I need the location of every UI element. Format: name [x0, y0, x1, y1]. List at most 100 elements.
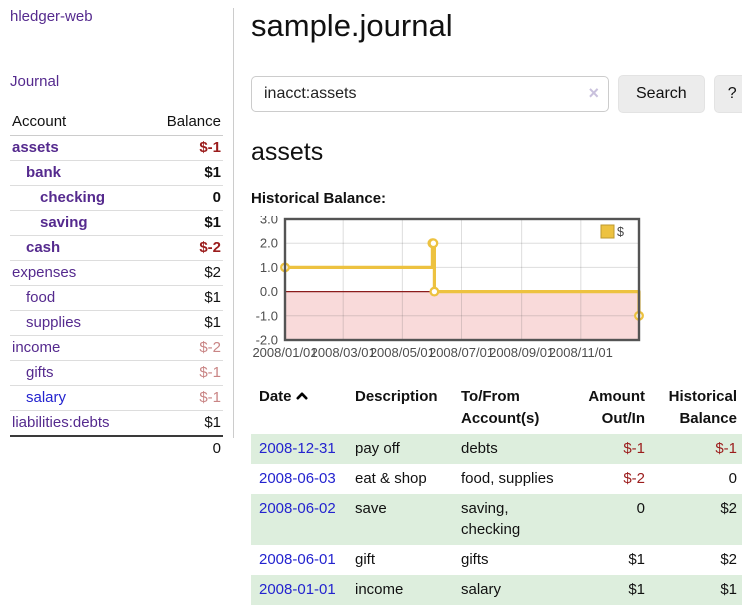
transaction-accounts: saving, checking: [461, 499, 521, 538]
clear-search-icon[interactable]: ×: [588, 83, 599, 103]
account-link[interactable]: food: [26, 289, 56, 306]
account-link[interactable]: checking: [40, 189, 106, 206]
transaction-amount: $1: [628, 550, 645, 568]
account-balance: $-2: [144, 235, 223, 261]
register-row: 2008-06-03 eat & shop food, supplies $-2…: [251, 464, 742, 494]
transaction-accounts: gifts: [461, 550, 489, 568]
account-row-saving: saving $1: [10, 210, 223, 236]
sidebar-item-journal[interactable]: Journal: [10, 73, 60, 90]
svg-text:2008/01/01: 2008/01/01: [252, 345, 317, 360]
account-link[interactable]: liabilities:debts: [12, 414, 110, 431]
col-accounts: To/From Account(s): [461, 388, 540, 427]
account-link[interactable]: expenses: [12, 264, 77, 281]
transaction-date-link[interactable]: 2008-06-02: [259, 499, 336, 517]
transaction-balance: 0: [728, 469, 737, 487]
transaction-amount: $1: [628, 580, 645, 598]
account-link[interactable]: gifts: [26, 364, 54, 381]
accounts-total-row: 0: [10, 435, 223, 461]
account-row-cash: cash $-2: [10, 235, 223, 261]
transaction-date-link[interactable]: 2008-01-01: [259, 580, 336, 598]
accounts-total-value: 0: [144, 435, 223, 461]
transaction-date-link[interactable]: 2008-12-31: [259, 439, 336, 457]
transaction-accounts: food, supplies: [461, 469, 554, 487]
svg-text:$: $: [617, 225, 624, 239]
svg-text:0.0: 0.0: [260, 284, 278, 299]
chart-svg: $3.0 2.0 1.0 0.0 -1.0 -2.02008/01/012008/03/0…: [252, 212, 644, 360]
transaction-balance: $2: [720, 499, 737, 517]
svg-text:2008/07/01: 2008/07/01: [429, 345, 494, 360]
sort-asc-icon: [296, 392, 308, 400]
transaction-description: income: [355, 580, 404, 598]
account-link[interactable]: saving: [40, 214, 88, 231]
account-row-gifts: gifts $-1: [10, 360, 223, 386]
account-balance: $1: [144, 285, 223, 311]
transaction-balance: $1: [720, 580, 737, 598]
accounts-table: Account Balance assets $-1 bank $1 check…: [10, 110, 223, 461]
historical-balance-label: Historical Balance:: [251, 190, 387, 207]
register-header-row: Date Description To/From Account(s) Amou…: [251, 383, 742, 434]
sidebar: hledger-web Journal Account Balance asse…: [8, 8, 234, 461]
account-row-bank: bank $1: [10, 160, 223, 186]
transaction-balance: $2: [720, 550, 737, 568]
account-balance: $-1: [199, 139, 221, 156]
transaction-description: save: [355, 499, 387, 517]
account-link[interactable]: supplies: [26, 314, 82, 331]
register-row: 2008-06-02 save saving, checking 0 $2: [251, 493, 742, 545]
transaction-accounts: salary: [461, 580, 502, 598]
search-button[interactable]: Search: [618, 75, 705, 113]
account-balance: $2: [144, 260, 223, 286]
register-row: 2008-12-31 pay off debts $-1 $-1: [251, 433, 742, 464]
svg-text:2008/09/01: 2008/09/01: [489, 345, 554, 360]
account-heading: assets: [251, 138, 324, 166]
account-row-salary: salary $-1: [10, 385, 223, 411]
account-balance: $1: [144, 310, 223, 336]
transaction-amount: $-1: [623, 439, 645, 457]
col-balance: Historical Balance: [668, 388, 737, 427]
account-link[interactable]: income: [12, 339, 61, 356]
page-title: sample.journal: [251, 8, 453, 43]
account-balance: $1: [144, 160, 223, 186]
account-row-supplies: supplies $1: [10, 310, 223, 336]
accounts-col-account: Account: [10, 110, 145, 136]
account-balance: $-2: [144, 335, 223, 361]
svg-text:-1.0: -1.0: [256, 308, 278, 323]
register-row: 2008-06-01 gift gifts $1 $2: [251, 545, 742, 575]
main-content: sample.journal × Search ? assets Histori…: [234, 8, 742, 605]
account-link[interactable]: bank: [26, 164, 62, 181]
account-balance: $1: [144, 410, 223, 436]
transaction-date-link[interactable]: 2008-06-01: [259, 550, 336, 568]
transaction-amount: 0: [636, 499, 645, 517]
svg-text:2008/03/01: 2008/03/01: [311, 345, 376, 360]
svg-text:-2.0: -2.0: [256, 333, 278, 348]
transaction-description: eat & shop: [355, 469, 427, 487]
transaction-description: pay off: [355, 439, 400, 457]
col-description: Description: [355, 388, 438, 405]
historical-balance-chart: $3.0 2.0 1.0 0.0 -1.0 -2.0 2008/01/01 2008/03/0…: [251, 212, 742, 368]
account-link[interactable]: cash: [26, 239, 61, 256]
account-row-assets: assets $-1: [10, 136, 223, 161]
transaction-balance: $-1: [715, 439, 737, 457]
transaction-accounts: debts: [461, 439, 498, 457]
transaction-description: gift: [355, 550, 376, 568]
search-field-wrap: ×: [251, 76, 609, 112]
brand-link[interactable]: hledger-web: [10, 8, 93, 25]
account-row-expenses: expenses $2: [10, 260, 223, 286]
account-row-income: income $-2: [10, 335, 223, 361]
col-date[interactable]: Date: [251, 383, 347, 434]
account-link[interactable]: salary: [26, 389, 67, 406]
search-input[interactable]: [251, 76, 609, 112]
help-button[interactable]: ?: [713, 75, 742, 113]
transaction-date-link[interactable]: 2008-06-03: [259, 469, 336, 487]
register-table: Date Description To/From Account(s) Amou…: [251, 383, 742, 605]
svg-text:2.0: 2.0: [260, 236, 278, 251]
account-balance: 0: [144, 185, 223, 211]
account-balance: $-1: [144, 385, 223, 411]
col-amount: Amount Out/In: [588, 388, 645, 427]
account-link[interactable]: assets: [12, 139, 59, 156]
account-row-liabilities-debts: liabilities:debts $1: [10, 410, 223, 436]
account-balance: $1: [144, 210, 223, 236]
account-row-food: food $1: [10, 285, 223, 311]
account-row-checking: checking 0: [10, 185, 223, 211]
account-balance: $-1: [144, 360, 223, 386]
